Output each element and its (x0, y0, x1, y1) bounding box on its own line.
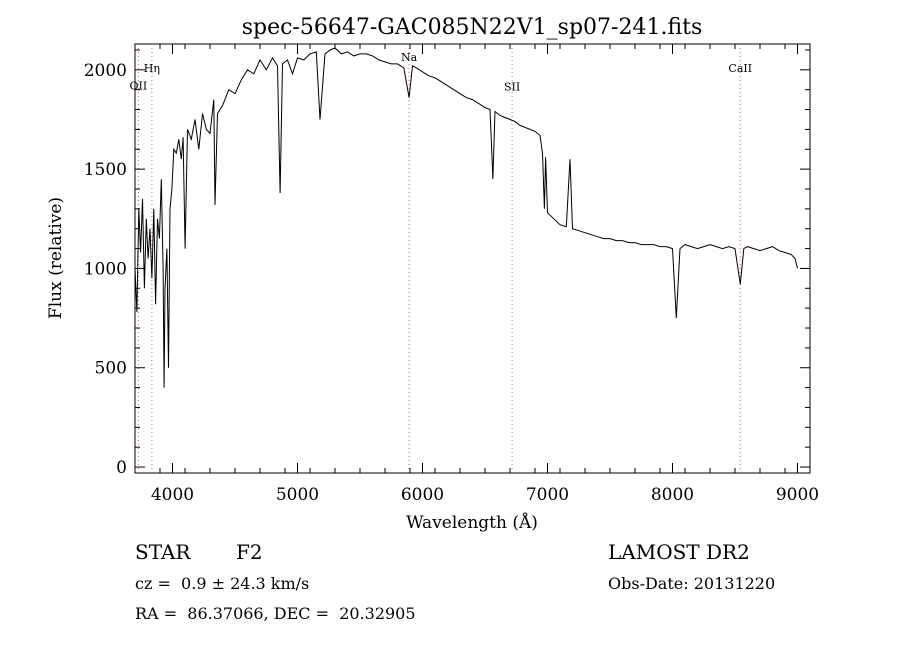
x-tick-label: 9000 (776, 485, 819, 505)
line-label-4: CaII (728, 62, 752, 75)
obs-date: Obs-Date: 20131220 (608, 574, 776, 593)
line-label-0: Hη (144, 62, 160, 75)
y-tick-label: 1000 (84, 259, 127, 279)
velocity-readout: cz = 0.9 ± 24.3 km/s (135, 574, 310, 593)
x-tick-label: 8000 (651, 485, 694, 505)
x-axis-label: Wavelength (Å) (406, 512, 538, 533)
coordinates: RA = 86.37066, DEC = 20.32905 (135, 604, 416, 623)
line-label-2: Na (401, 51, 418, 64)
object-class: STAR (135, 540, 191, 564)
x-tick-label: 5000 (276, 485, 319, 505)
y-axis-label: Flux (relative) (46, 197, 66, 319)
y-tick-label: 0 (116, 458, 127, 478)
spectrum-line (134, 47, 798, 388)
survey-name: LAMOST DR2 (608, 540, 750, 564)
object-subclass: F2 (236, 540, 263, 564)
plot-frame (134, 43, 811, 474)
y-tick-label: 1500 (84, 160, 127, 180)
y-tick-label: 500 (95, 359, 127, 379)
x-tick-label: 6000 (401, 485, 444, 505)
line-label-3: SII (504, 81, 520, 94)
chart-title: spec-56647-GAC085N22V1_sp07-241.fits (242, 15, 703, 40)
x-tick-label: 7000 (526, 485, 569, 505)
line-label-1: OII (130, 80, 148, 93)
y-tick-label: 2000 (84, 61, 127, 81)
x-tick-label: 4000 (151, 485, 194, 505)
